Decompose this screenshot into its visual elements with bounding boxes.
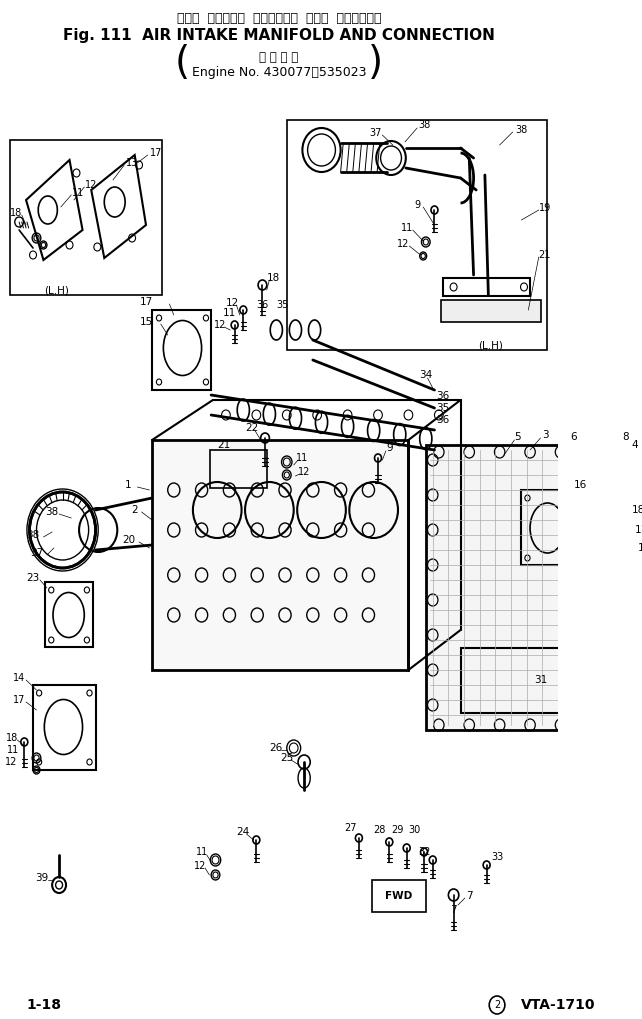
Text: 7: 7 bbox=[466, 891, 473, 901]
Text: 39: 39 bbox=[35, 873, 48, 883]
Text: 13: 13 bbox=[126, 158, 138, 168]
Text: 12: 12 bbox=[638, 543, 642, 553]
Text: 9: 9 bbox=[386, 443, 393, 453]
Text: 11: 11 bbox=[296, 453, 309, 463]
Text: Fig. 111  AIR INTAKE MANIFOLD AND CONNECTION: Fig. 111 AIR INTAKE MANIFOLD AND CONNECT… bbox=[63, 28, 495, 43]
Text: 38: 38 bbox=[26, 530, 40, 540]
Text: 11: 11 bbox=[223, 308, 236, 318]
Text: 26: 26 bbox=[270, 743, 283, 753]
Text: 30: 30 bbox=[408, 825, 421, 835]
Bar bbox=[45, 582, 93, 647]
Text: 29: 29 bbox=[391, 825, 403, 835]
Text: 18: 18 bbox=[6, 733, 18, 743]
Bar bbox=[589, 450, 632, 725]
Bar bbox=[442, 300, 541, 322]
Text: 2: 2 bbox=[132, 505, 138, 515]
Text: 12: 12 bbox=[194, 861, 206, 871]
Text: 34: 34 bbox=[419, 370, 433, 380]
Text: 36: 36 bbox=[437, 391, 450, 401]
Text: 適 用 号 機: 適 用 号 機 bbox=[259, 51, 299, 63]
Text: 18: 18 bbox=[10, 208, 22, 218]
Bar bbox=[287, 120, 548, 350]
Text: (: ( bbox=[175, 44, 190, 82]
Text: 11: 11 bbox=[401, 223, 413, 233]
Bar bbox=[460, 648, 565, 713]
Text: 14: 14 bbox=[13, 673, 25, 683]
Text: 16: 16 bbox=[574, 480, 587, 490]
Bar bbox=[211, 450, 267, 488]
Text: 21: 21 bbox=[539, 250, 551, 260]
Text: エアー  インテーク  マニホールド  および  コネクション: エアー インテーク マニホールド および コネクション bbox=[177, 11, 381, 24]
Text: 38: 38 bbox=[516, 125, 528, 135]
Text: 37: 37 bbox=[30, 548, 43, 558]
Text: 12: 12 bbox=[5, 757, 17, 767]
Text: 12: 12 bbox=[397, 239, 410, 249]
Text: 23: 23 bbox=[26, 573, 40, 583]
Text: 11: 11 bbox=[635, 525, 642, 535]
Bar bbox=[152, 440, 408, 671]
Text: (L.H): (L.H) bbox=[44, 285, 69, 294]
Text: 11: 11 bbox=[195, 847, 208, 857]
Text: 15: 15 bbox=[139, 317, 153, 327]
Text: 11: 11 bbox=[72, 187, 84, 198]
Bar bbox=[33, 685, 96, 770]
Text: 19: 19 bbox=[539, 203, 551, 213]
Text: 18: 18 bbox=[632, 505, 642, 515]
Text: 9: 9 bbox=[414, 200, 420, 210]
Text: 36: 36 bbox=[256, 300, 268, 310]
Text: 1-18: 1-18 bbox=[26, 998, 61, 1012]
Text: 8: 8 bbox=[622, 432, 629, 442]
Text: 18: 18 bbox=[267, 273, 281, 283]
Text: 24: 24 bbox=[237, 827, 250, 837]
Text: VTA-1710: VTA-1710 bbox=[521, 998, 596, 1012]
Text: 28: 28 bbox=[374, 825, 386, 835]
Text: ): ) bbox=[368, 44, 383, 82]
Text: FWD: FWD bbox=[385, 891, 412, 901]
Text: 27: 27 bbox=[344, 823, 356, 833]
Text: 12: 12 bbox=[298, 467, 310, 477]
Text: 35: 35 bbox=[276, 300, 289, 310]
Text: (L.H): (L.H) bbox=[478, 340, 503, 350]
Text: Engine No. 430077～535023: Engine No. 430077～535023 bbox=[192, 65, 366, 78]
Text: 7: 7 bbox=[450, 905, 457, 915]
Text: 25: 25 bbox=[280, 753, 293, 763]
Bar bbox=[372, 880, 426, 912]
Text: 17: 17 bbox=[139, 297, 153, 307]
Text: 12: 12 bbox=[226, 298, 239, 308]
Text: 20: 20 bbox=[122, 535, 135, 545]
Bar bbox=[152, 310, 211, 390]
Text: 21: 21 bbox=[218, 440, 231, 450]
Bar bbox=[426, 445, 587, 730]
Bar bbox=[10, 140, 162, 294]
Text: 36: 36 bbox=[437, 415, 450, 425]
Text: 33: 33 bbox=[491, 852, 503, 862]
Text: 1: 1 bbox=[125, 480, 132, 490]
Text: 11: 11 bbox=[7, 745, 19, 755]
Text: 5: 5 bbox=[514, 432, 521, 442]
Text: 31: 31 bbox=[534, 675, 547, 685]
Text: 35: 35 bbox=[437, 403, 450, 413]
Text: 38: 38 bbox=[46, 507, 59, 517]
Text: 17: 17 bbox=[150, 148, 162, 158]
Bar bbox=[521, 490, 575, 565]
Text: 3: 3 bbox=[542, 430, 549, 440]
Text: 32: 32 bbox=[418, 847, 430, 857]
Text: 12: 12 bbox=[214, 320, 226, 330]
Text: 4: 4 bbox=[631, 440, 638, 450]
Text: 6: 6 bbox=[570, 432, 577, 442]
Text: 17: 17 bbox=[13, 695, 25, 705]
Text: 12: 12 bbox=[85, 180, 98, 190]
Bar bbox=[443, 278, 530, 296]
Text: 38: 38 bbox=[418, 120, 430, 130]
Text: 37: 37 bbox=[369, 128, 381, 138]
Text: 2: 2 bbox=[494, 1000, 500, 1010]
Text: 22: 22 bbox=[245, 423, 259, 433]
